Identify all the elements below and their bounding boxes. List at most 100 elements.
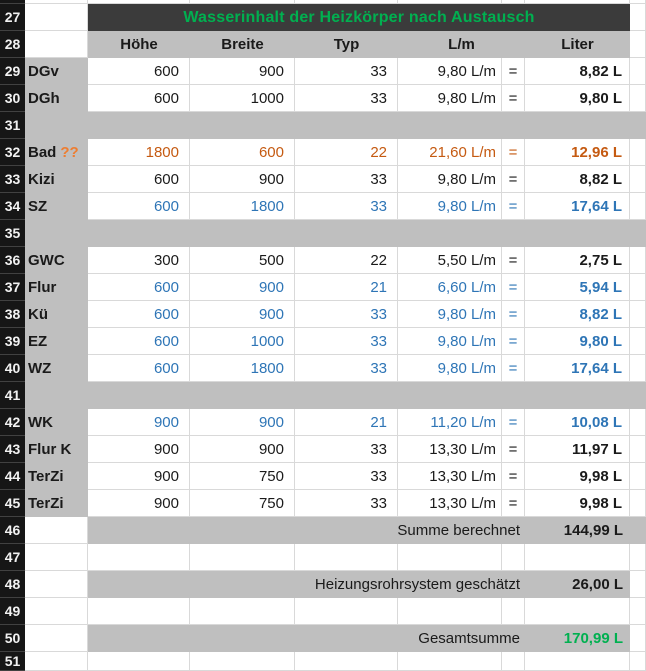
- row-label-cell[interactable]: WK: [25, 409, 88, 436]
- cell-lm[interactable]: 9,80 L/m: [398, 85, 502, 112]
- cell-lm[interactable]: 6,60 L/m: [398, 274, 502, 301]
- summary-label-cell[interactable]: Gesamtsumme: [418, 630, 520, 647]
- cell-hohe[interactable]: [88, 598, 190, 625]
- cell-liter[interactable]: 9,80 L: [525, 328, 630, 355]
- cell-right[interactable]: [630, 436, 646, 463]
- cell-lm[interactable]: 13,30 L/m: [398, 436, 502, 463]
- row-number[interactable]: 39: [0, 328, 25, 355]
- cell-breite[interactable]: [190, 0, 295, 4]
- cell-eq[interactable]: [502, 652, 525, 671]
- cell-typ[interactable]: 33: [295, 301, 398, 328]
- cell-equals[interactable]: =: [502, 436, 525, 463]
- cell-lm[interactable]: 21,60 L/m: [398, 139, 502, 166]
- cell-equals[interactable]: =: [502, 139, 525, 166]
- cell-liter[interactable]: [525, 598, 630, 625]
- header-typ[interactable]: Typ: [295, 31, 398, 58]
- cell-breite[interactable]: 900: [190, 301, 295, 328]
- cell-breite[interactable]: 600: [190, 139, 295, 166]
- row-label-cell[interactable]: Kü: [25, 301, 88, 328]
- cell-lm[interactable]: 9,80 L/m: [398, 166, 502, 193]
- cell-hohe[interactable]: [88, 0, 190, 4]
- cell-hohe[interactable]: 600: [88, 166, 190, 193]
- cell-hohe[interactable]: 600: [88, 85, 190, 112]
- cell-breite[interactable]: 900: [190, 58, 295, 85]
- cell-breite[interactable]: 900: [190, 436, 295, 463]
- cell-typ[interactable]: 33: [295, 193, 398, 220]
- row-number[interactable]: 42: [0, 409, 25, 436]
- header-breite[interactable]: Breite: [190, 31, 295, 58]
- cell-breite[interactable]: [190, 544, 295, 571]
- row-label-cell[interactable]: DGh: [25, 85, 88, 112]
- row-label-cell[interactable]: SZ: [25, 193, 88, 220]
- row-number[interactable]: 35: [0, 220, 25, 247]
- cell-equals[interactable]: =: [502, 274, 525, 301]
- cell-equals[interactable]: =: [502, 166, 525, 193]
- cell-eq[interactable]: [502, 544, 525, 571]
- row-number[interactable]: 50: [0, 625, 25, 652]
- cell-equals[interactable]: =: [502, 193, 525, 220]
- cell-equals[interactable]: =: [502, 58, 525, 85]
- cell-liter[interactable]: 9,98 L: [525, 490, 630, 517]
- cell-hohe[interactable]: 600: [88, 355, 190, 382]
- cell-equals[interactable]: =: [502, 409, 525, 436]
- cell-breite[interactable]: 1000: [190, 328, 295, 355]
- summary-value-cell[interactable]: 26,00 L: [572, 576, 623, 593]
- cell-equals[interactable]: =: [502, 355, 525, 382]
- cell-right[interactable]: [630, 571, 646, 598]
- row-label-cell[interactable]: TerZi: [25, 463, 88, 490]
- cell-lm[interactable]: 9,80 L/m: [398, 355, 502, 382]
- cell-breite[interactable]: 900: [190, 409, 295, 436]
- cell-typ[interactable]: 33: [295, 166, 398, 193]
- cell-liter[interactable]: 8,82 L: [525, 58, 630, 85]
- cell-lm[interactable]: 9,80 L/m: [398, 58, 502, 85]
- cell-breite[interactable]: 900: [190, 166, 295, 193]
- cell-right[interactable]: [630, 139, 646, 166]
- cell-right[interactable]: [630, 274, 646, 301]
- cell-typ[interactable]: [295, 544, 398, 571]
- cell-right[interactable]: [630, 409, 646, 436]
- cell-breite[interactable]: 750: [190, 490, 295, 517]
- cell-hohe[interactable]: [88, 652, 190, 671]
- header-liter[interactable]: Liter: [525, 31, 630, 58]
- cell-hohe[interactable]: 600: [88, 301, 190, 328]
- cell-typ[interactable]: [295, 0, 398, 4]
- cell-right[interactable]: [630, 490, 646, 517]
- row-number[interactable]: 41: [0, 382, 25, 409]
- row-label-cell[interactable]: GWC: [25, 247, 88, 274]
- cell-label[interactable]: [25, 652, 88, 671]
- cell-typ[interactable]: 33: [295, 436, 398, 463]
- cell-hohe[interactable]: 600: [88, 193, 190, 220]
- cell-right[interactable]: [630, 58, 646, 85]
- cell-right[interactable]: [630, 463, 646, 490]
- cell-equals[interactable]: =: [502, 247, 525, 274]
- cell-right[interactable]: [630, 85, 646, 112]
- cell-hohe[interactable]: 900: [88, 409, 190, 436]
- summary-label-cell[interactable]: Summe berechnet: [397, 522, 520, 539]
- cell-typ[interactable]: 22: [295, 247, 398, 274]
- cell-equals[interactable]: =: [502, 328, 525, 355]
- cell-label[interactable]: [25, 625, 88, 652]
- cell-eq[interactable]: [502, 598, 525, 625]
- cell-hohe[interactable]: 600: [88, 58, 190, 85]
- cell-hohe[interactable]: [88, 544, 190, 571]
- cell-right[interactable]: [630, 193, 646, 220]
- row-label-cell[interactable]: Kizi: [25, 166, 88, 193]
- cell-equals[interactable]: =: [502, 463, 525, 490]
- row-label-cell[interactable]: WZ: [25, 355, 88, 382]
- cell-right[interactable]: [630, 166, 646, 193]
- header-hohe[interactable]: Höhe: [88, 31, 190, 58]
- cell-liter[interactable]: 2,75 L: [525, 247, 630, 274]
- cell-hohe[interactable]: 900: [88, 436, 190, 463]
- spacer-cell[interactable]: [25, 382, 646, 409]
- cell-typ[interactable]: 33: [295, 490, 398, 517]
- cell-breite[interactable]: [190, 598, 295, 625]
- row-number[interactable]: 28: [0, 31, 25, 58]
- summary-value-cell[interactable]: 170,99 L: [563, 630, 623, 647]
- cell-right[interactable]: [630, 247, 646, 274]
- row-number[interactable]: 40: [0, 355, 25, 382]
- cell-lm[interactable]: 9,80 L/m: [398, 328, 502, 355]
- row-label-cell[interactable]: Flur: [25, 274, 88, 301]
- cell-label[interactable]: [25, 598, 88, 625]
- cell-equals[interactable]: =: [502, 301, 525, 328]
- row-number[interactable]: 27: [0, 4, 25, 31]
